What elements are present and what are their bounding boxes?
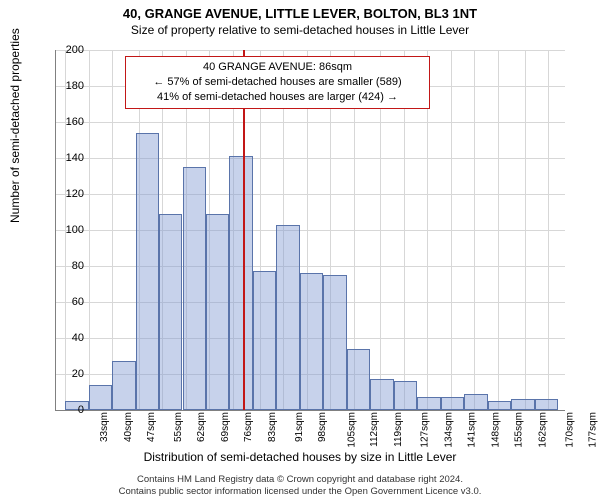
x-tick-label: 62sqm [196,412,207,442]
gridline-h [55,266,565,267]
y-tick-label: 60 [72,296,84,308]
histogram-bar [183,167,206,410]
y-tick-label: 0 [78,404,84,416]
x-tick-label: 162sqm [537,412,548,448]
histogram-bar [488,401,511,410]
gridline-h [55,410,565,411]
annotation-line: 40 GRANGE AVENUE: 86sqm [132,60,423,75]
x-tick-label: 119sqm [392,412,403,447]
histogram-bar [347,349,370,410]
chart-title-sub: Size of property relative to semi-detach… [0,21,600,37]
y-axis-label: Number of semi-detached properties [8,28,22,223]
histogram-bar [323,275,346,410]
gridline-v [89,50,90,410]
x-tick-label: 83sqm [267,412,278,442]
histogram-bar [89,385,112,410]
histogram-bar [441,397,464,410]
x-tick-label: 155sqm [514,412,525,448]
y-tick-label: 100 [66,224,84,236]
gridline-v [474,50,475,410]
histogram-bar [417,397,440,410]
chart-title-main: 40, GRANGE AVENUE, LITTLE LEVER, BOLTON,… [0,0,600,21]
histogram-bar [159,214,182,410]
x-tick-label: 55sqm [173,412,184,442]
histogram-bar [511,399,534,410]
footer-line-2: Contains public sector information licen… [0,486,600,498]
x-tick-label: 148sqm [490,412,501,448]
gridline-v [525,50,526,410]
x-tick-label: 170sqm [564,412,575,448]
histogram-bar [136,133,159,410]
histogram-bar [229,156,252,410]
histogram-bar [464,394,487,410]
footer-attribution: Contains HM Land Registry data © Crown c… [0,474,600,498]
histogram-bar [276,225,299,410]
histogram-bar [535,399,558,410]
x-axis-label: Distribution of semi-detached houses by … [0,450,600,464]
x-tick-label: 112sqm [369,412,380,447]
histogram-bar [65,401,88,410]
histogram-bar [300,273,323,410]
annotation-line: 41% of semi-detached houses are larger (… [132,90,423,105]
gridline-v [498,50,499,410]
x-tick-label: 105sqm [346,412,357,448]
y-tick-label: 200 [66,44,84,56]
gridline-h [55,230,565,231]
annotation-box: 40 GRANGE AVENUE: 86sqm← 57% of semi-det… [125,56,430,109]
annotation-line: ← 57% of semi-detached houses are smalle… [132,75,423,90]
gridline-v [548,50,549,410]
y-tick-label: 140 [66,152,84,164]
x-tick-label: 69sqm [220,412,231,442]
x-tick-label: 91sqm [294,412,305,442]
gridline-h [55,158,565,159]
y-tick-label: 40 [72,332,84,344]
y-tick-label: 80 [72,260,84,272]
gridline-h [55,194,565,195]
gridline-v [451,50,452,410]
x-tick-label: 98sqm [317,412,328,442]
y-tick-label: 160 [66,116,84,128]
gridline-v [112,50,113,410]
x-tick-label: 141sqm [467,412,478,448]
gridline-h [55,50,565,51]
histogram-bar [370,379,393,410]
footer-line-1: Contains HM Land Registry data © Crown c… [0,474,600,486]
x-tick-label: 40sqm [123,412,134,442]
y-tick-label: 180 [66,80,84,92]
gridline-h [55,122,565,123]
x-tick-label: 33sqm [99,412,110,442]
histogram-bar [112,361,135,410]
y-tick-label: 120 [66,188,84,200]
x-tick-label: 134sqm [444,412,455,448]
x-tick-label: 47sqm [146,412,157,442]
x-tick-label: 76sqm [243,412,254,442]
histogram-bar [206,214,229,410]
x-tick-label: 177sqm [588,412,599,448]
x-tick-label: 127sqm [420,412,431,448]
y-tick-label: 20 [72,368,84,380]
histogram-bar [394,381,417,410]
plot-region: 40 GRANGE AVENUE: 86sqm← 57% of semi-det… [55,50,565,410]
histogram-bar [253,271,276,410]
chart-plot-area: 40 GRANGE AVENUE: 86sqm← 57% of semi-det… [55,50,565,410]
